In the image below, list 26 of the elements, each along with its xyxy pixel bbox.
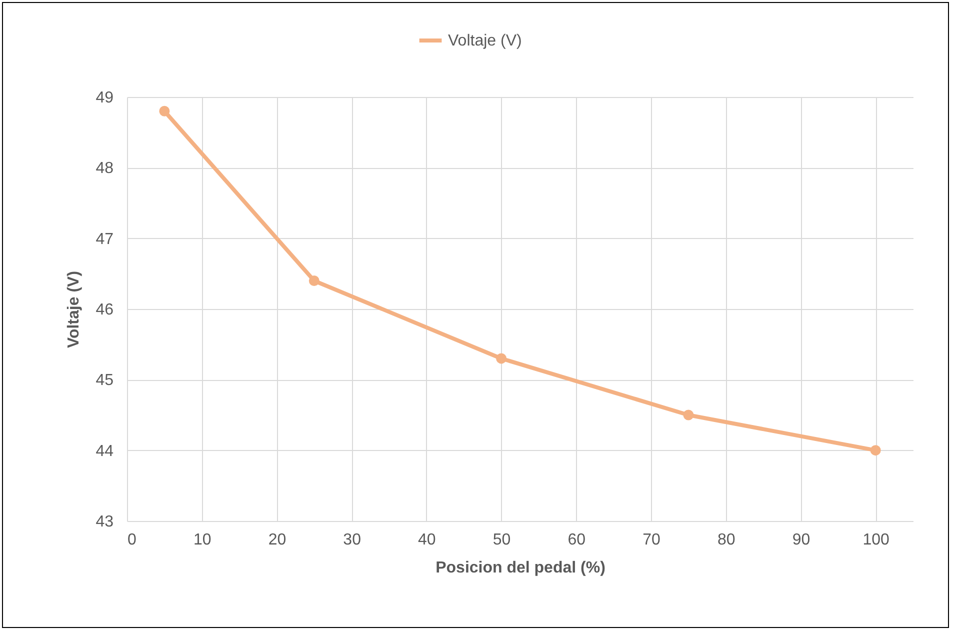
x-tick-label: 50 [492, 532, 511, 548]
x-tick-label: 70 [642, 532, 660, 548]
y-tick-label: 43 [96, 514, 114, 530]
point [159, 106, 170, 116]
point [870, 445, 881, 456]
x-tick-label: 90 [792, 532, 810, 548]
point [683, 410, 694, 420]
y-tick-label: 45 [96, 372, 114, 390]
x-tick-label: 0 [128, 532, 136, 548]
y-axis-title: Voltaje (V) [66, 270, 83, 348]
y-tick-label: 48 [96, 160, 114, 178]
point [496, 353, 507, 364]
y-tick-label: 49 [96, 90, 114, 106]
x-tick-label: 30 [343, 532, 362, 548]
x-tick-label: 20 [268, 532, 286, 548]
x-tick-label: 80 [717, 532, 736, 548]
x-tick-label: 100 [862, 532, 890, 548]
x-axis-title: Posicion del pedal (%) [436, 560, 606, 576]
y-tick-label: 46 [96, 302, 114, 318]
y-tick-label: 44 [96, 442, 114, 460]
y-tick-label: 47 [96, 230, 114, 248]
point [308, 276, 320, 286]
legend-label: Voltaje (V) [448, 32, 522, 50]
x-tick-label: 60 [568, 532, 586, 548]
x-tick-label: 10 [193, 532, 212, 548]
x-tick-label: 40 [418, 532, 436, 548]
